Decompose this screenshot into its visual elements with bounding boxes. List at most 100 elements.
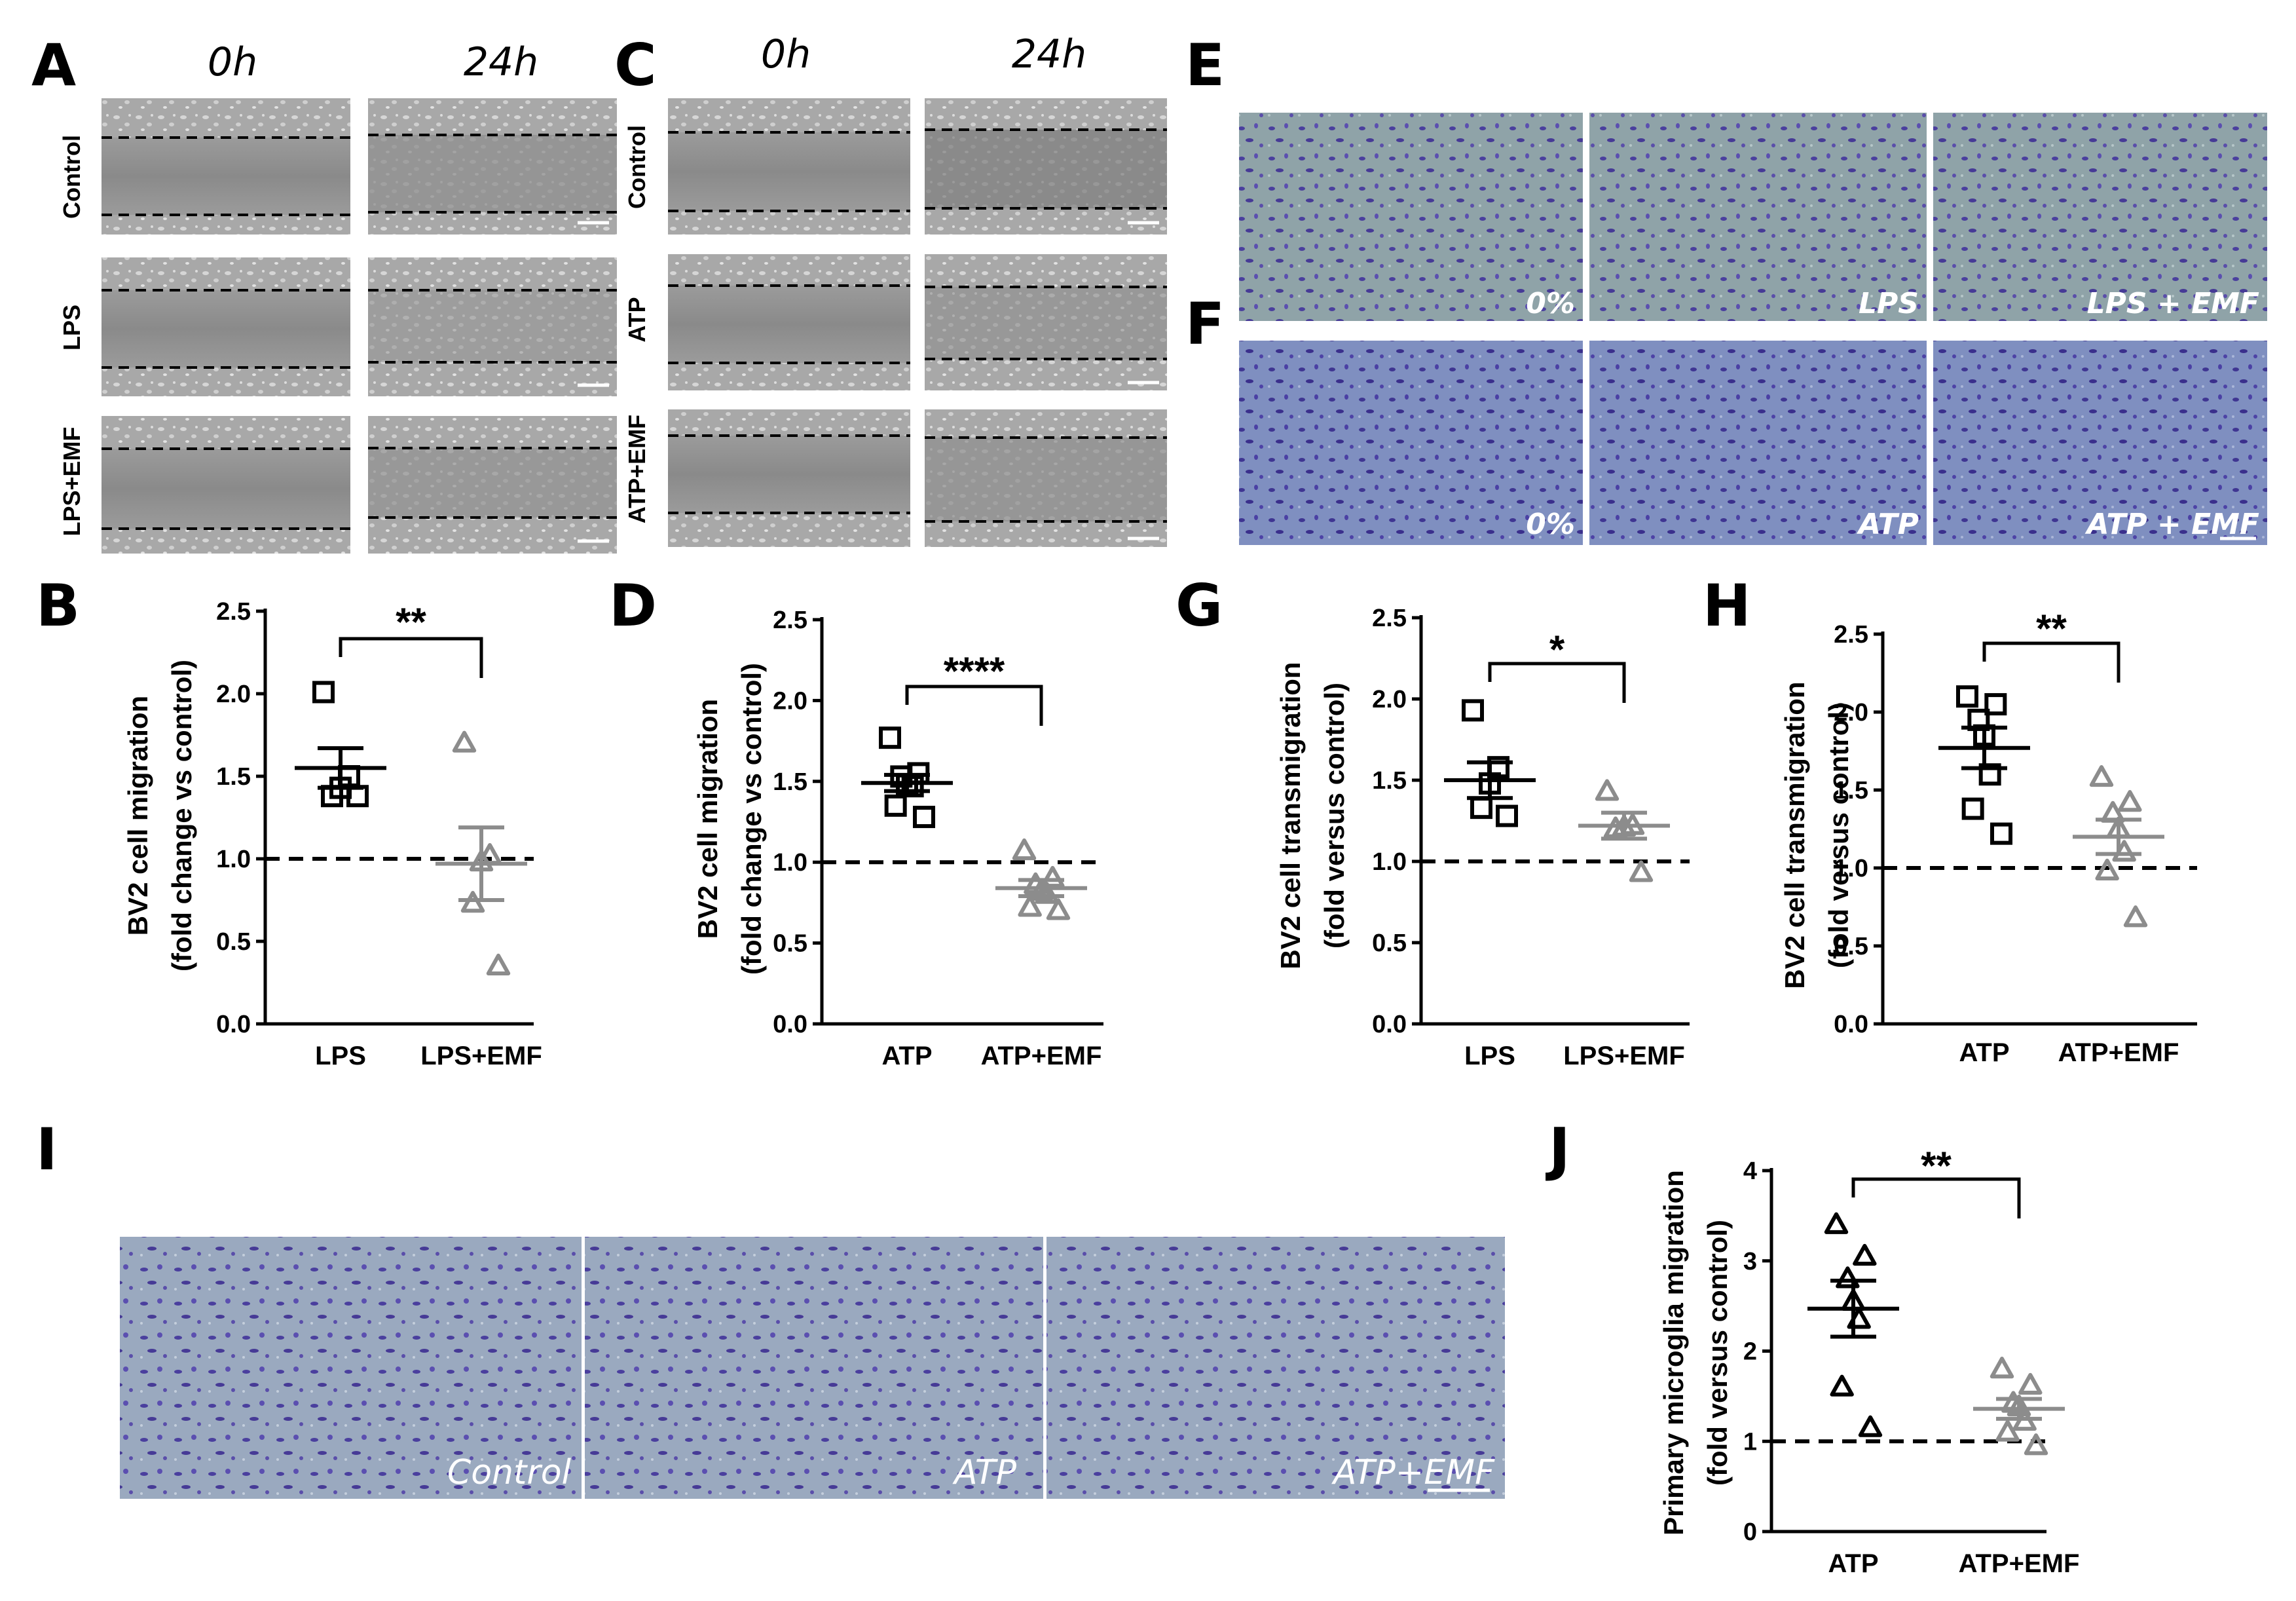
data-point <box>1496 804 1518 827</box>
overlay-label: ATP <box>1857 508 1919 541</box>
data-point <box>1041 865 1065 888</box>
transwell-row-i: Control ATP ATP+EMF <box>120 1237 1505 1499</box>
y-tick-label: 0.0 <box>216 1011 251 1038</box>
y-tick-label: 0.5 <box>1372 930 1407 957</box>
data-point <box>879 726 901 749</box>
data-point <box>2018 1372 2043 1395</box>
data-point <box>1961 797 1984 820</box>
data-point <box>1046 898 1071 920</box>
overlay-label: ATP + EMF <box>2084 508 2259 541</box>
data-point <box>1853 1243 1877 1266</box>
row-label: ATP+EMF <box>623 415 650 523</box>
transwell-image <box>1589 113 1927 321</box>
chart-d: 0.0 0.5 1.0 1.5 2.0 2.5 BV2 cell migration (fol… <box>692 607 1103 1070</box>
significance-label: ** <box>396 600 426 644</box>
time-label-24h: 24h <box>1012 31 1086 77</box>
time-label-0h: 0h <box>208 39 257 85</box>
data-point <box>1462 699 1484 722</box>
data-point <box>901 775 924 798</box>
data-point <box>2024 1433 2048 1456</box>
scratch-row-atp-emf: ATP+EMF <box>623 409 1167 547</box>
data-point <box>452 730 477 753</box>
x-category-label: LPS <box>315 1042 366 1070</box>
y-axis-label: BV2 cell transmigration <box>1779 681 1810 989</box>
y-tick-label: 2.0 <box>1834 699 1868 726</box>
data-point <box>884 794 907 817</box>
scratch-row-control: Control <box>58 98 617 235</box>
data-point <box>1012 838 1037 861</box>
scratch-row-atp: ATP <box>623 254 1167 390</box>
x-category-label: LPS+EMF <box>420 1042 542 1070</box>
x-category-label: LPS+EMF <box>1563 1042 1685 1070</box>
y-tick-label: 2.0 <box>773 687 807 715</box>
transwell-row-e: 0% LPS LPS + EMF <box>1239 113 2267 321</box>
data-point <box>1990 1357 2014 1379</box>
y-tick-label: 3 <box>1743 1248 1757 1275</box>
row-label: Control <box>623 125 650 209</box>
chart-g: 0.0 0.5 1.0 1.5 2.0 2.5 BV2 cell transmigratio… <box>1275 605 1690 1070</box>
overlay-label: LPS + EMF <box>2087 287 2259 320</box>
y-tick-label: 0.5 <box>1834 933 1868 960</box>
panel-label-D: D <box>609 572 657 639</box>
overlay-label: Control <box>447 1453 572 1492</box>
data-point <box>1995 1420 2020 1442</box>
significance-bracket <box>905 685 1043 726</box>
panel-label-C: C <box>614 31 657 99</box>
data-point <box>2089 764 2114 787</box>
y-axis-label: (fold change vs control) <box>736 663 767 975</box>
overlay-label: 0% <box>1526 508 1575 541</box>
data-point <box>1824 1212 1849 1234</box>
data-point <box>1830 1374 1854 1397</box>
transwell-image <box>120 1237 582 1499</box>
y-tick-label: 1 <box>1743 1428 1757 1456</box>
y-tick-label: 1.5 <box>1834 777 1868 804</box>
x-category-label: ATP <box>1959 1038 2009 1067</box>
significance-label: ** <box>1921 1144 1952 1188</box>
y-axis-label: BV2 cell migration <box>122 696 153 935</box>
significance-bracket <box>1982 641 2120 683</box>
y-tick-label: 4 <box>1743 1158 1757 1185</box>
y-tick-label: 2.5 <box>1372 605 1407 632</box>
chart-h: 0.0 0.5 1.0 1.5 2.0 2.5 BV2 cell transmigratio… <box>1779 607 2197 1067</box>
transwell-row-f: 0% ATP ATP + EMF <box>1239 341 2267 545</box>
transwell-image <box>1933 113 2267 321</box>
data-point <box>1836 1266 1860 1289</box>
overlay-label: LPS <box>1859 287 1919 320</box>
panel-label-H: H <box>1703 572 1751 639</box>
data-point <box>1629 860 1654 882</box>
data-point <box>1470 797 1492 819</box>
x-category-label: ATP+EMF <box>981 1042 1102 1070</box>
data-point <box>1018 895 1042 917</box>
y-tick-label: 1.0 <box>216 846 251 873</box>
y-tick-label: 0.0 <box>1834 1011 1868 1038</box>
x-category-label: LPS <box>1464 1042 1515 1070</box>
y-tick-label: 2.5 <box>216 598 251 626</box>
panel-label-A: A <box>31 31 76 99</box>
y-tick-label: 1.5 <box>1372 767 1407 795</box>
data-point <box>2095 858 2119 880</box>
y-tick-label: 0.5 <box>216 928 251 956</box>
transwell-image <box>1239 341 1583 545</box>
y-tick-label: 1.0 <box>1834 855 1868 882</box>
y-tick-label: 0.5 <box>773 930 807 958</box>
y-tick-label: 2.5 <box>1834 621 1868 649</box>
overlay-label: ATP <box>952 1453 1017 1492</box>
data-point <box>2123 905 2148 928</box>
row-label: Control <box>58 135 85 219</box>
significance-label: **** <box>944 649 1005 693</box>
data-point <box>312 681 335 704</box>
scratch-row-lps: LPS <box>58 257 617 396</box>
y-tick-label: 2.0 <box>1372 686 1407 713</box>
scratch-row-lps-emf: LPS+EMF <box>58 416 617 554</box>
y-tick-label: 1.0 <box>1372 848 1407 876</box>
y-tick-label: 0.0 <box>1372 1011 1407 1038</box>
significance-bracket <box>339 637 483 678</box>
overlay-label: ATP+EMF <box>1331 1453 1495 1492</box>
y-tick-label: 2.0 <box>216 681 251 708</box>
y-tick-label: 2 <box>1743 1338 1757 1366</box>
x-category-label: ATP <box>1828 1549 1878 1578</box>
y-tick-label: 0 <box>1743 1518 1757 1546</box>
y-axis-label: Primary microglia migration <box>1658 1170 1689 1535</box>
panel-label-I: I <box>36 1116 58 1183</box>
transwell-image <box>1046 1237 1505 1499</box>
